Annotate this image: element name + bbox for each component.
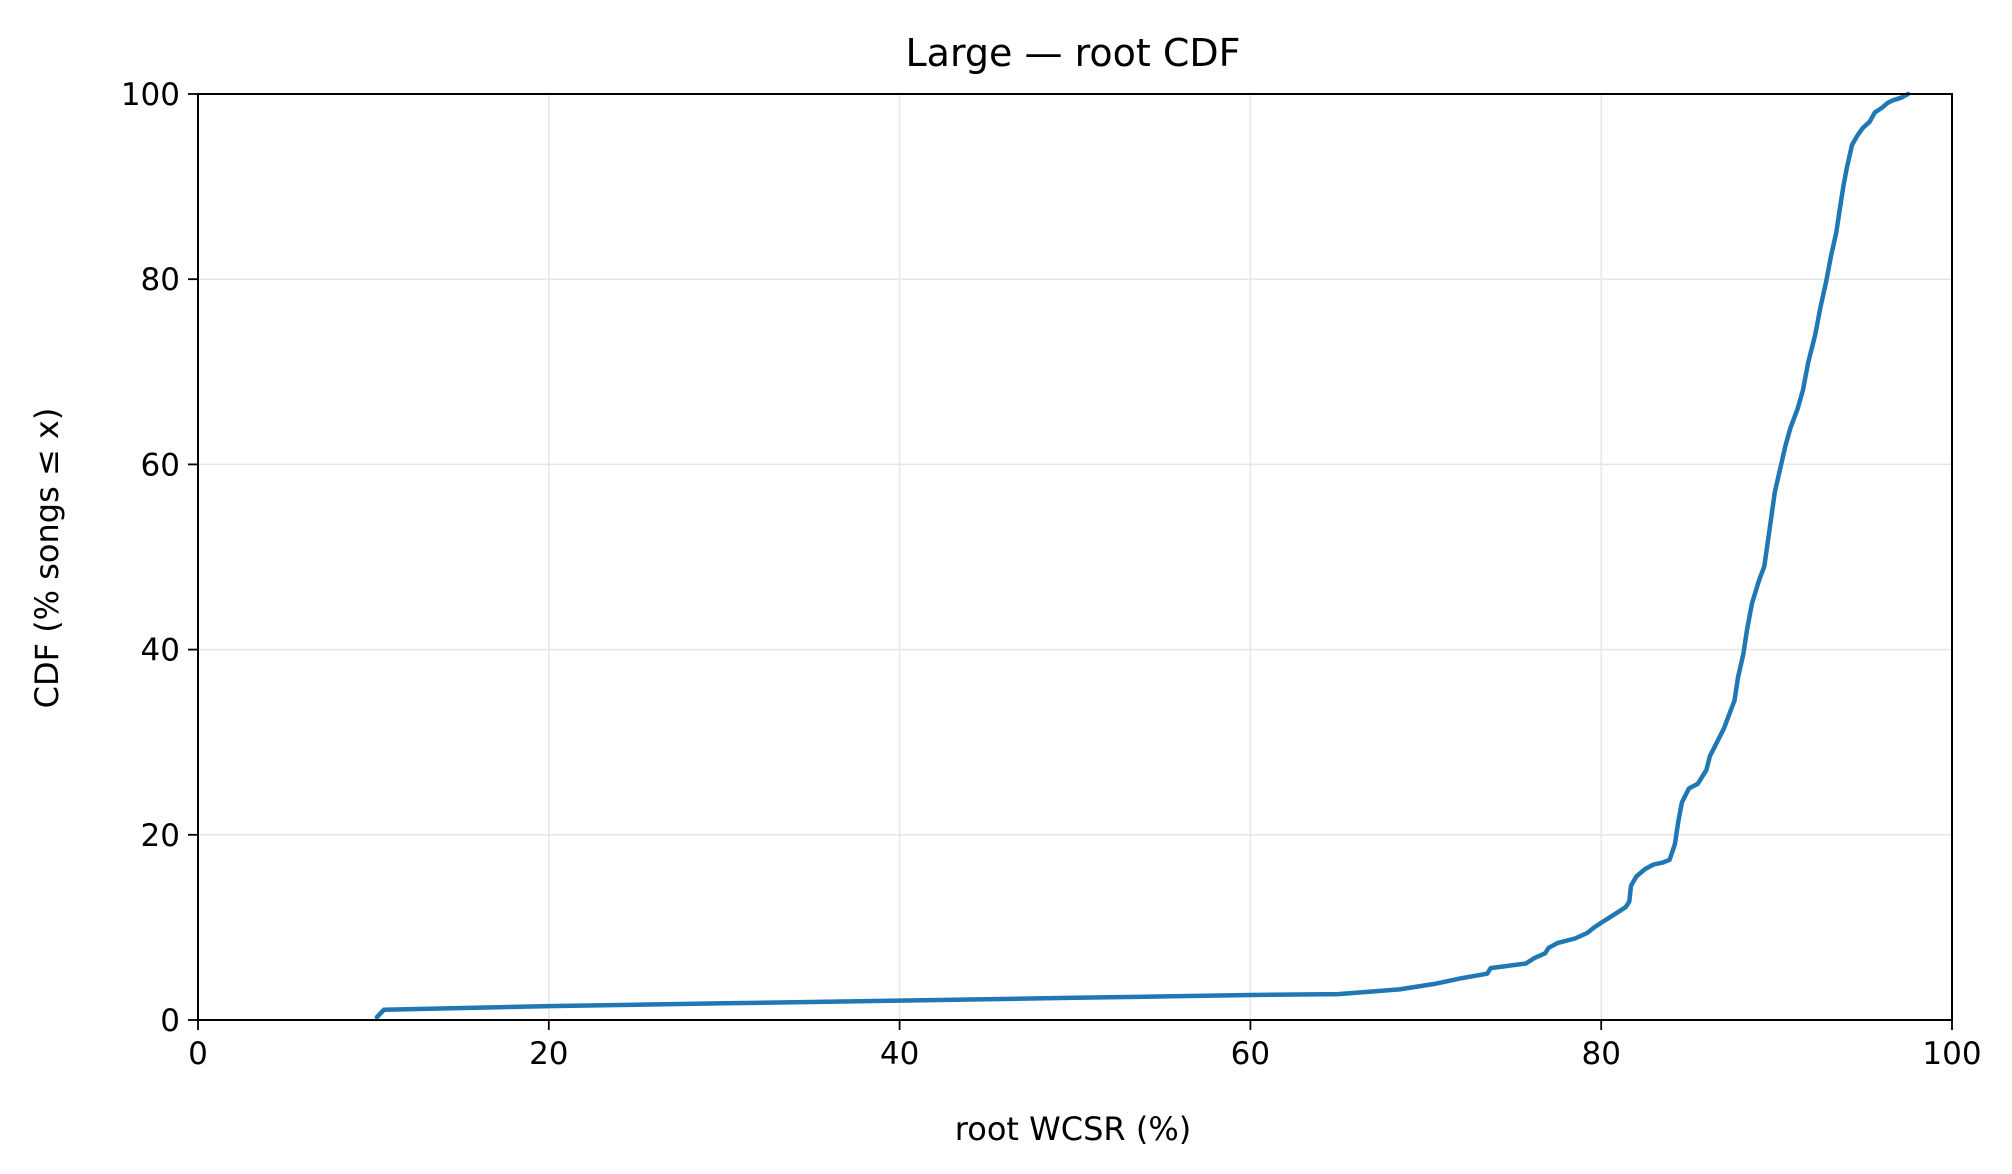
y-axis-ticks: 0 20 40 60 80 100	[121, 77, 198, 1039]
y-tick-label: 40	[141, 633, 180, 669]
cdf-series-line	[374, 91, 1911, 1020]
chart-title: Large — root CDF	[906, 31, 1241, 75]
y-tick-label: 20	[141, 818, 180, 854]
x-tick-label: 60	[1231, 1036, 1270, 1072]
series-lines	[374, 91, 1911, 1020]
x-axis-ticks: 0 20 40 60 80 100	[188, 1020, 1982, 1072]
grid-lines	[197, 93, 1953, 1021]
x-tick-label: 0	[188, 1036, 208, 1072]
x-tick-label: 100	[1922, 1036, 1981, 1072]
axes	[197, 93, 1953, 1021]
x-tick-label: 40	[880, 1036, 919, 1072]
y-tick-label: 100	[121, 77, 180, 113]
y-tick-label: 80	[141, 262, 180, 298]
y-tick-label: 0	[160, 1003, 180, 1039]
y-axis-label: CDF (% songs ≤ x)	[28, 408, 66, 709]
plot-frame	[197, 93, 1953, 1021]
y-tick-label: 60	[141, 447, 180, 483]
x-axis-label: root WCSR (%)	[955, 1110, 1191, 1148]
x-tick-label: 20	[529, 1036, 568, 1072]
x-tick-label: 80	[1581, 1036, 1620, 1072]
